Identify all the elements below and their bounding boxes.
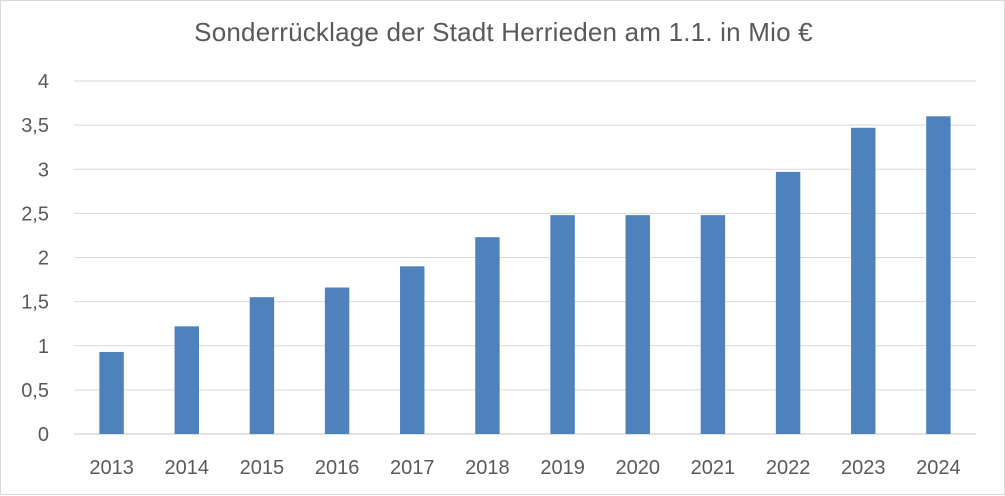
bar-2016: [324, 287, 350, 434]
bar-2023: [851, 127, 876, 435]
x-tick-label: 2022: [766, 457, 811, 479]
bar-2019: [550, 215, 575, 434]
bar-2018: [475, 237, 500, 434]
x-tick-label: 2015: [240, 457, 285, 479]
bars: [99, 116, 951, 435]
y-tick-label: 4: [38, 71, 49, 93]
y-tick-label: 1,5: [21, 292, 49, 314]
x-tick-label: 2024: [916, 457, 961, 479]
gridlines: [74, 80, 976, 435]
y-tick-label: 1: [38, 336, 49, 358]
x-tick-label: 2020: [616, 457, 661, 479]
y-tick-label: 0,5: [21, 380, 49, 402]
bar-2022: [775, 171, 801, 434]
bar-2017: [400, 266, 425, 434]
bar-2024: [926, 116, 951, 435]
x-tick-label: 2019: [540, 457, 585, 479]
y-tick-label: 0: [38, 424, 49, 446]
x-tick-label: 2021: [691, 457, 736, 479]
bar-2020: [625, 215, 650, 434]
bar-2014: [174, 326, 199, 434]
y-tick-label: 3,5: [21, 115, 49, 137]
x-axis-tick-labels: 2013 2014 2015 2016 2017 2018 2019 2020 2021 2022…: [89, 457, 960, 479]
y-tick-label: 2: [38, 248, 49, 270]
x-tick-label: 2023: [841, 457, 886, 479]
x-tick-label: 2016: [315, 457, 360, 479]
y-tick-label: 2,5: [21, 203, 49, 225]
x-tick-label: 2013: [89, 457, 134, 479]
x-tick-label: 2017: [390, 457, 435, 479]
y-tick-label: 3: [38, 159, 49, 181]
chart-title: Sonderrücklage der Stadt Herrieden am 1.…: [194, 17, 813, 47]
x-tick-label: 2014: [165, 457, 210, 479]
bar-2021: [700, 215, 726, 434]
bar-2015: [249, 297, 275, 434]
y-axis-tick-labels: 0 0,5 1 1,5 2 2,5 3 3,5 4: [21, 71, 49, 446]
x-tick-label: 2018: [465, 457, 510, 479]
bar-2013: [99, 351, 124, 434]
